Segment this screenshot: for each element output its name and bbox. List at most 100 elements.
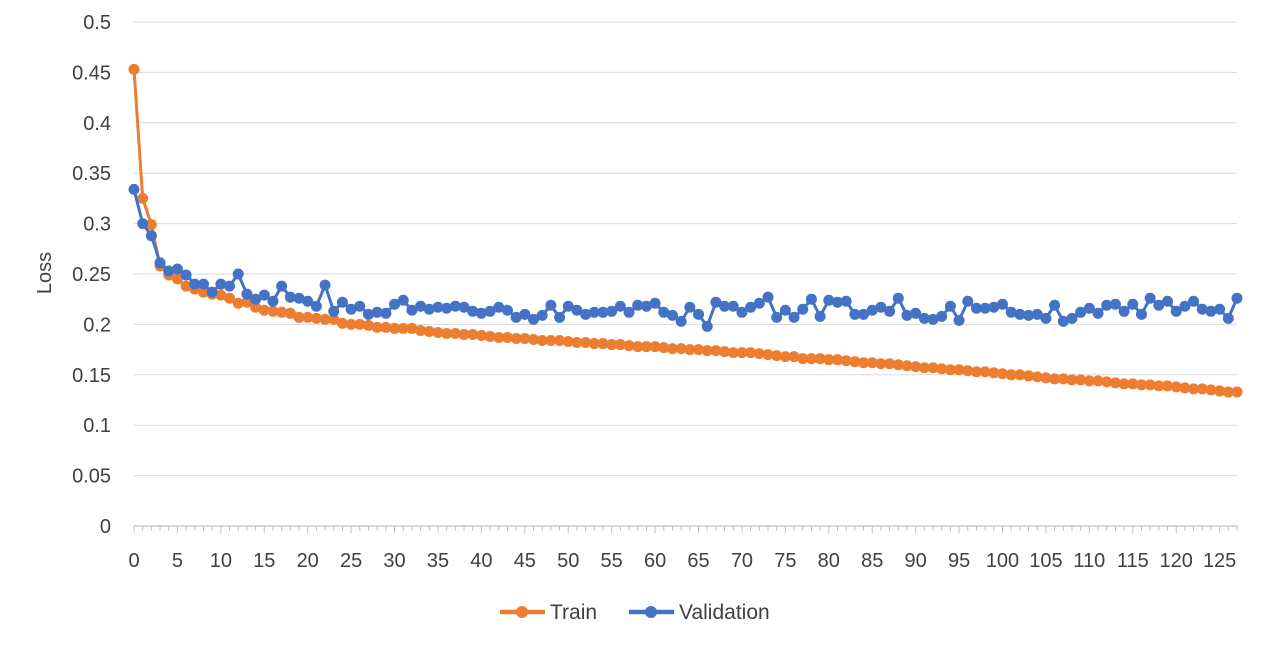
data-point-train (927, 362, 939, 374)
x-tick-label: 10 (210, 550, 232, 572)
data-point-train (1135, 379, 1147, 391)
x-tick-label: 85 (861, 550, 883, 572)
data-point-train (727, 347, 739, 359)
data-point-validation (189, 278, 201, 290)
x-axis: 0 5 10 15 20 25 30 35 40 45 50 55 60 65 70 75 80 85 90 95 10… (128, 525, 1238, 572)
y-tick-label: 0.3 (83, 214, 111, 236)
data-point-train (406, 322, 418, 334)
data-point-validation (953, 314, 965, 326)
data-point-validation (1135, 308, 1147, 320)
data-point-validation (276, 280, 288, 292)
data-point-train (944, 364, 956, 376)
x-tick-label: 30 (383, 550, 405, 572)
data-point-train (241, 296, 253, 308)
data-point-train (745, 347, 757, 359)
data-point-validation (936, 310, 948, 322)
data-point-train (354, 318, 366, 330)
data-point-train (623, 340, 635, 352)
data-point-validation (258, 289, 270, 301)
data-point-validation (666, 309, 678, 321)
data-point-validation (719, 300, 731, 312)
data-point-train (884, 358, 896, 370)
data-point-validation (406, 304, 418, 316)
x-tick-label: 120 (1160, 550, 1193, 572)
y-tick-label: 0.2 (83, 314, 111, 336)
data-point-validation (128, 183, 140, 195)
data-point-validation (979, 302, 991, 314)
x-tick-label: 35 (427, 550, 449, 572)
x-tick-label: 0 (128, 550, 139, 572)
data-point-train (762, 349, 774, 361)
data-point-validation (1179, 300, 1191, 312)
data-point-validation (1231, 292, 1243, 304)
data-point-validation (727, 300, 739, 312)
data-point-train (1170, 381, 1182, 393)
data-point-validation (805, 293, 817, 305)
data-point-validation (154, 257, 166, 269)
data-point-train (814, 353, 826, 365)
data-point-train (1231, 386, 1243, 398)
data-point-train (1092, 375, 1104, 387)
data-point-validation (1023, 309, 1035, 321)
data-point-validation (319, 279, 331, 291)
data-point-train (788, 351, 800, 363)
data-point-train (336, 317, 348, 329)
data-point-train (866, 357, 878, 369)
data-point-validation (363, 308, 374, 320)
data-point-validation (336, 296, 348, 308)
data-point-validation (1188, 295, 1200, 307)
data-point-validation (1127, 298, 1139, 310)
data-point-train (197, 286, 209, 298)
data-point-train (953, 364, 965, 376)
gridlines (134, 21, 1237, 477)
data-point-validation (1109, 298, 1121, 310)
data-point-train (1118, 378, 1130, 390)
data-point-validation (684, 301, 696, 313)
data-point-train (666, 343, 678, 355)
data-point-validation (1092, 307, 1104, 319)
x-tick-label: 25 (340, 550, 362, 572)
x-tick-label: 45 (514, 550, 536, 572)
data-point-validation (501, 304, 513, 316)
data-point-train (449, 327, 461, 339)
data-point-validation (293, 292, 305, 304)
data-point-validation (1162, 295, 1174, 307)
data-point-validation (519, 308, 531, 320)
data-point-train (840, 355, 852, 367)
data-point-train (588, 338, 600, 350)
data-point-validation (614, 300, 626, 312)
data-point-train (988, 367, 1000, 379)
y-tick-label: 0 (100, 516, 111, 538)
data-point-train (423, 325, 435, 337)
data-point-train (684, 344, 696, 356)
data-point-validation (736, 306, 748, 318)
data-point-validation (354, 300, 366, 312)
data-point-validation (536, 309, 548, 321)
data-point-validation (137, 218, 149, 230)
x-tick-label: 105 (1029, 550, 1062, 572)
data-point-validation (884, 305, 896, 317)
data-point-train (1162, 380, 1174, 392)
data-point-validation (475, 307, 487, 319)
x-tick-label: 50 (557, 550, 579, 572)
data-point-validation (232, 268, 244, 280)
data-point-validation (1196, 303, 1208, 315)
data-point-validation (1040, 312, 1052, 324)
data-point-train (797, 353, 809, 365)
y-axis-title: Loss (34, 252, 56, 294)
data-point-validation (215, 278, 227, 290)
data-point-train (215, 289, 227, 301)
data-point-train (250, 301, 262, 313)
data-point-validation (510, 311, 522, 323)
data-point-train (1196, 383, 1208, 395)
data-point-train (554, 335, 566, 347)
y-tick-label: 0.35 (72, 163, 111, 185)
data-point-validation (1118, 305, 1130, 317)
data-point-train (328, 313, 340, 325)
data-point-validation (962, 295, 974, 307)
data-point-validation (528, 313, 540, 325)
data-point-train (267, 305, 279, 317)
data-point-train (562, 336, 574, 348)
data-point-train (858, 357, 870, 369)
data-point-validation (371, 306, 383, 318)
